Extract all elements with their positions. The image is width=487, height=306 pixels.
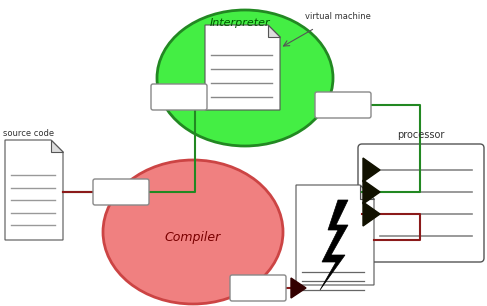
Ellipse shape	[103, 160, 283, 304]
Polygon shape	[296, 185, 374, 285]
Polygon shape	[363, 202, 380, 226]
FancyBboxPatch shape	[151, 84, 207, 110]
FancyBboxPatch shape	[93, 179, 149, 205]
Polygon shape	[320, 200, 348, 290]
Polygon shape	[363, 180, 380, 204]
Polygon shape	[5, 140, 63, 240]
Polygon shape	[205, 25, 280, 110]
FancyBboxPatch shape	[315, 92, 371, 118]
Polygon shape	[51, 140, 63, 152]
Polygon shape	[268, 25, 280, 37]
Text: Compiler: Compiler	[165, 230, 221, 244]
Text: processor: processor	[397, 130, 445, 140]
Text: Interpreter: Interpreter	[210, 18, 270, 28]
Polygon shape	[291, 278, 306, 298]
Ellipse shape	[157, 10, 333, 146]
Polygon shape	[360, 185, 374, 199]
Text: source code: source code	[3, 129, 54, 138]
FancyBboxPatch shape	[358, 144, 484, 262]
Text: virtual machine: virtual machine	[305, 12, 371, 21]
Polygon shape	[363, 158, 380, 182]
FancyBboxPatch shape	[230, 275, 286, 301]
